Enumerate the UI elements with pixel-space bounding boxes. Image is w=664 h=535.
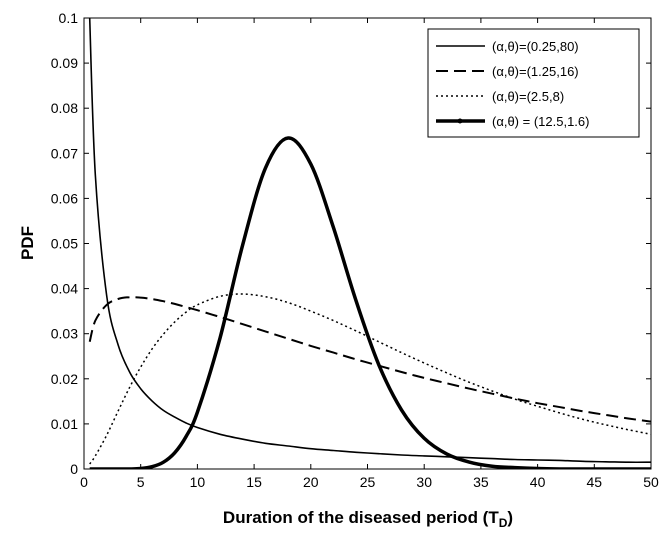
legend-label-1: (α,θ)=(0.25,80) — [492, 39, 579, 54]
x-axis-title-main: Duration of the diseased period (T — [223, 508, 499, 527]
series-layer — [88, 18, 651, 469]
y-tick-label: 0.08 — [51, 100, 78, 116]
legend-box — [427, 28, 640, 138]
x-tick-label: 10 — [190, 474, 206, 490]
x-tick-label: 40 — [530, 474, 546, 490]
y-tick-label: 0 — [70, 461, 78, 477]
y-axis-title: PDF — [18, 226, 37, 260]
y-tick-label: 0.06 — [51, 190, 78, 206]
legend-label-3: (α,θ)=(2.5,8) — [492, 89, 564, 104]
x-axis-ticks: 0 5 10 15 20 25 30 35 40 45 50 — [80, 18, 659, 490]
series-line-2 — [88, 296, 651, 423]
legend-label-4: (α,θ) = (12.5,1.6) — [492, 114, 589, 129]
y-tick-label: 0.03 — [51, 326, 78, 342]
x-tick-label: 50 — [643, 474, 659, 490]
y-tick-label: 0.07 — [51, 145, 78, 161]
y-tick-label: 0.04 — [51, 281, 78, 297]
series-line-4 — [89, 136, 651, 469]
x-tick-label: 20 — [303, 474, 319, 490]
x-axis-title-close: ) — [507, 508, 513, 527]
x-axis-title: Duration of the diseased period (TD) — [223, 508, 513, 530]
x-axis-title-subscript: D — [499, 516, 508, 530]
y-axis-ticks: 0 0.01 0.02 0.03 0.04 0.05 0.06 0.07 0.08 0.09 0.1 — [51, 10, 651, 477]
x-tick-label: 45 — [587, 474, 603, 490]
x-tick-label: 0 — [80, 474, 88, 490]
y-tick-label: 0.09 — [51, 55, 78, 71]
y-tick-label: 0.01 — [51, 416, 78, 432]
x-tick-label: 15 — [246, 474, 262, 490]
x-tick-label: 25 — [360, 474, 376, 490]
legend: (α,θ)=(0.25,80) (α,θ)=(1.25,16) (α,θ)=(2.5… — [427, 28, 640, 138]
y-tick-label: 0.02 — [51, 371, 78, 387]
y-tick-label: 0.05 — [51, 236, 78, 252]
x-tick-label: 35 — [473, 474, 489, 490]
y-tick-label: 0.1 — [59, 10, 79, 26]
legend-marker — [457, 118, 463, 124]
legend-label-2: (α,θ)=(1.25,16) — [492, 64, 579, 79]
x-tick-label: 30 — [416, 474, 432, 490]
x-tick-label: 5 — [137, 474, 145, 490]
series-line-1 — [88, 18, 651, 464]
